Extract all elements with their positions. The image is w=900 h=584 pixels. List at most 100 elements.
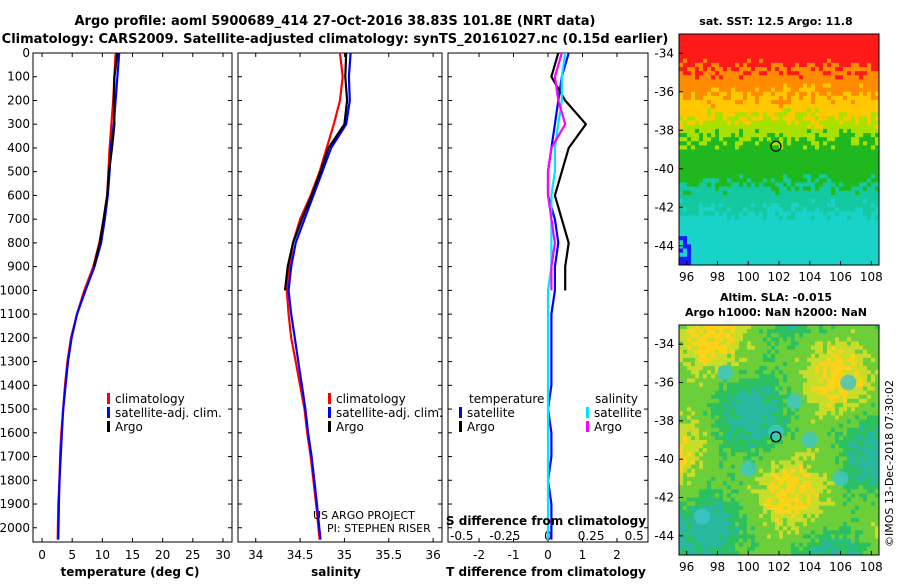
map-cell [799,211,803,216]
map-cell [843,112,847,117]
map-cell [747,88,751,93]
map-cell [719,63,723,68]
map-cell [779,461,783,466]
map-cell [787,96,791,101]
map-cell [847,112,851,117]
map-cell [771,337,775,342]
map-cell [735,79,739,84]
map-cell [815,145,819,150]
map-cell [851,55,855,60]
map-cell [819,71,823,76]
map-cell [699,187,703,192]
map-cell [863,236,867,241]
map-cell [859,383,863,388]
map-cell [855,403,859,408]
map-cell [731,228,735,233]
map-cell [771,419,775,424]
map-cell [791,473,795,478]
map-cell [735,387,739,392]
map-cell [711,96,715,101]
map-cell [799,341,803,346]
map-cell [711,145,715,150]
map-cell [835,183,839,188]
map-cell [711,178,715,183]
top-x-tick-label: 0.25 [578,529,605,543]
map-cell [731,84,735,89]
map-cell [827,415,831,420]
map-cell [827,141,831,146]
map-cell [807,366,811,371]
map-cell [719,253,723,258]
map-cell [775,178,779,183]
map-cell [819,150,823,155]
map-cell [831,346,835,351]
map-cell [771,207,775,212]
map-cell [803,374,807,379]
map-cell [727,456,731,461]
map-cell [763,407,767,412]
map-cell [711,253,715,258]
map-cell [835,387,839,392]
map-cell [859,104,863,109]
map-cell [759,59,763,64]
map-cell [703,346,707,351]
map-cell [783,67,787,72]
map-cell [687,358,691,363]
map-cell [755,174,759,179]
map-cell [679,42,683,47]
map-cell [807,166,811,171]
map-cell [787,112,791,117]
map-cell [727,424,731,429]
map-cell [755,88,759,93]
map-cell [719,399,723,404]
map-cell [723,358,727,363]
map-cell [863,469,867,474]
map-cell [703,71,707,76]
map-cell [851,42,855,47]
map-cell [835,141,839,146]
map-cell [707,240,711,245]
map-cell [719,216,723,221]
map-cell [699,415,703,420]
map-cell [679,191,683,196]
map-cell [755,350,759,355]
map-cell [795,79,799,84]
map-cell [743,253,747,258]
map-cell [679,92,683,97]
map-cell [815,378,819,383]
map-cell [807,456,811,461]
map-cell [715,158,719,163]
map-cell [699,42,703,47]
map-cell [719,71,723,76]
map-cell [767,46,771,51]
map-cell [683,415,687,420]
map-cell [707,419,711,424]
map-cell [807,448,811,453]
map-cell [799,216,803,221]
map-cell [779,178,783,183]
map-cell [707,366,711,371]
map-cell [739,452,743,457]
map-cell [703,79,707,84]
map-cell [815,374,819,379]
map-cell [763,350,767,355]
map-cell [843,240,847,245]
map-cell [787,325,791,330]
map-cell [747,211,751,216]
map-cell [687,432,691,437]
map-cell [799,228,803,233]
map-cell [787,203,791,208]
map-cell [799,46,803,51]
map-cell [743,325,747,330]
map-cell [791,117,795,122]
map-cell [763,383,767,388]
map-cell [687,92,691,97]
map-cell [679,366,683,371]
map-cell [827,158,831,163]
map-cell [795,378,799,383]
map-cell [707,469,711,474]
map-cell [811,166,815,171]
map-cell [743,350,747,355]
map-cell [739,34,743,39]
